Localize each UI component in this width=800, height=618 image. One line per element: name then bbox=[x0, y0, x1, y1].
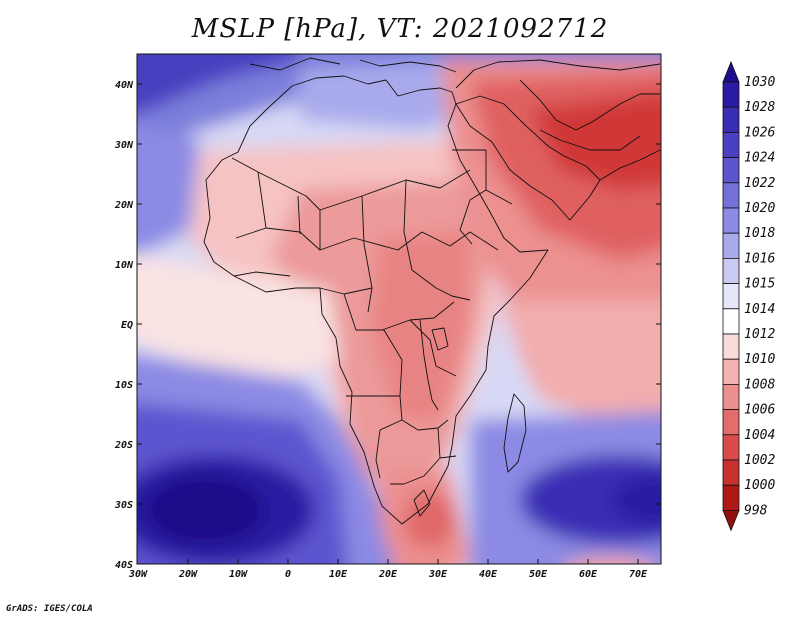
lat-axis bbox=[137, 83, 661, 505]
lat-label: 40N bbox=[115, 80, 134, 91]
lat-label: 10S bbox=[115, 380, 133, 391]
colorbar-swatch bbox=[722, 333, 740, 360]
colorbar-label: 1030 bbox=[744, 75, 775, 90]
lon-label: 30E bbox=[428, 569, 448, 580]
lat-label: 20S bbox=[114, 440, 133, 451]
colorbar-label: 1014 bbox=[744, 302, 775, 317]
lat-label: 30S bbox=[114, 500, 133, 511]
colorbar-top-arrow bbox=[722, 60, 740, 83]
lon-label: 40E bbox=[479, 569, 498, 580]
colorbar-swatch bbox=[722, 106, 740, 133]
colorbar-label: 1006 bbox=[744, 403, 775, 418]
lon-label: 50E bbox=[529, 569, 548, 580]
colorbar-label: 1020 bbox=[744, 201, 775, 216]
lon-labels: 30W 20W 10W 0 10E 20E 30E 40E 50E 60E 70… bbox=[128, 569, 648, 580]
colorbar-swatch bbox=[722, 257, 740, 284]
coastlines bbox=[203, 57, 661, 525]
colorbar-label: 1008 bbox=[744, 377, 775, 392]
lon-label: 30W bbox=[128, 569, 148, 580]
map-frame bbox=[136, 53, 662, 565]
colorbar-label: 1024 bbox=[744, 151, 775, 166]
lat-label: 20N bbox=[114, 200, 134, 211]
lat-label: 40S bbox=[115, 560, 133, 571]
colorbar-label: 1010 bbox=[744, 352, 775, 367]
lon-label: 20E bbox=[378, 569, 398, 580]
colorbar-label: 1018 bbox=[744, 226, 775, 241]
map-title: MSLP [hPa], VT: 2021092712 bbox=[191, 14, 609, 44]
colorbar-swatch bbox=[722, 207, 740, 234]
colorbar-label: 1015 bbox=[744, 277, 775, 292]
lat-label: 10N bbox=[115, 260, 134, 271]
colorbar-label: 1000 bbox=[744, 478, 775, 493]
colorbar: 1030 1028 1026 1024 1022 1020 1018 1016 1015 1014… bbox=[722, 60, 775, 532]
lon-label: 10E bbox=[329, 569, 348, 580]
lat-labels: 40N 30N 20N 10N EQ 10S 20S 30S 40S bbox=[114, 80, 134, 571]
colorbar-label: 1026 bbox=[744, 125, 775, 140]
grads-credit: GrADS: IGES/COLA bbox=[6, 604, 93, 614]
colorbar-swatch bbox=[722, 358, 740, 385]
lon-label: 60E bbox=[579, 569, 598, 580]
lat-label: 30N bbox=[114, 140, 134, 151]
lon-label: 70E bbox=[629, 569, 648, 580]
lat-label: EQ bbox=[121, 320, 133, 331]
pressure-field bbox=[137, 54, 661, 564]
colorbar-swatch bbox=[722, 308, 740, 335]
colorbar-swatch bbox=[722, 383, 740, 410]
colorbar-swatch bbox=[722, 232, 740, 259]
colorbar-label: 1022 bbox=[744, 176, 775, 191]
lon-label: 10W bbox=[229, 569, 248, 580]
colorbar-label: 998 bbox=[744, 503, 768, 518]
colorbar-swatch bbox=[722, 484, 740, 511]
colorbar-label: 1004 bbox=[744, 428, 775, 443]
lon-label: 20W bbox=[178, 569, 198, 580]
colorbar-swatch bbox=[722, 434, 740, 461]
colorbar-swatch bbox=[722, 459, 740, 486]
colorbar-swatch bbox=[722, 283, 740, 310]
colorbar-label: 1012 bbox=[744, 327, 775, 342]
colorbar-label: 1028 bbox=[744, 100, 775, 115]
lon-axis bbox=[187, 559, 639, 564]
colorbar-swatch bbox=[722, 409, 740, 436]
colorbar-swatch bbox=[722, 131, 740, 158]
colorbar-swatch bbox=[722, 81, 740, 108]
colorbar-swatch bbox=[722, 157, 740, 184]
colorbar-swatch bbox=[722, 182, 740, 209]
colorbar-bottom-arrow bbox=[722, 509, 740, 532]
colorbar-label: 1002 bbox=[744, 453, 775, 468]
lon-label: 0 bbox=[285, 569, 291, 580]
colorbar-label: 1016 bbox=[744, 251, 775, 266]
